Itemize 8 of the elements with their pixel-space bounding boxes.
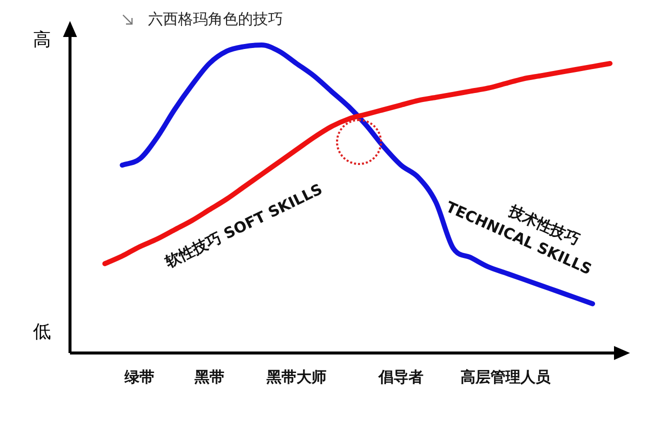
x-tick-label: 黑带大师	[265, 368, 326, 386]
text: 高	[33, 30, 51, 51]
x-tick-label: 高层管理人员	[460, 368, 552, 386]
chart-title: 六西格玛角色的技巧	[148, 10, 283, 29]
text: 低	[33, 322, 51, 343]
x-tick-label: 绿带	[124, 368, 155, 386]
x-tick-label: 黑带	[193, 368, 224, 386]
x-tick-label: 倡导者	[377, 368, 424, 386]
